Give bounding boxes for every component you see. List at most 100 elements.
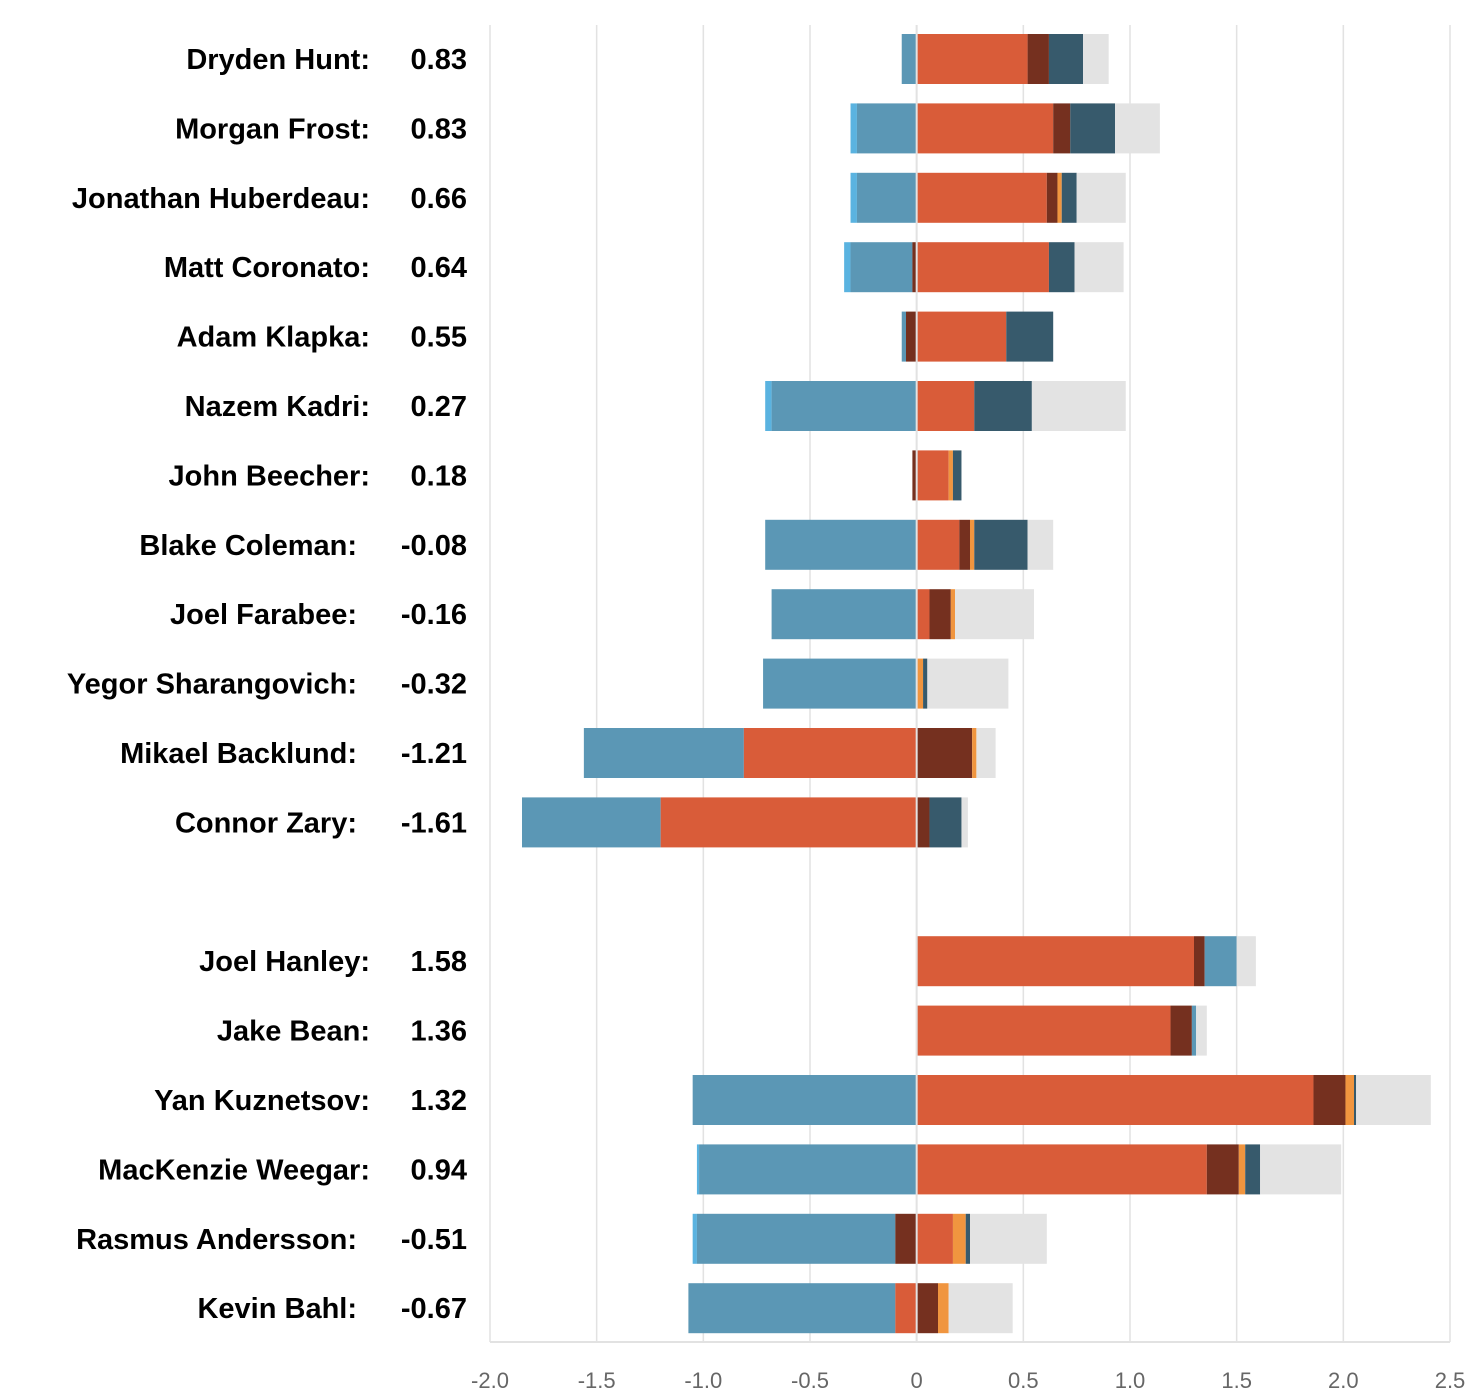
player-name: Dryden Hunt: bbox=[186, 44, 370, 76]
bar-segment-steel bbox=[696, 1213, 896, 1264]
bar-segment-lightorange bbox=[970, 519, 975, 570]
bar-segment-brown bbox=[916, 1283, 938, 1334]
player-value: -0.16 bbox=[401, 599, 467, 631]
bar-segment-brown bbox=[916, 797, 930, 848]
bar-segment-lightorange bbox=[916, 658, 924, 709]
bar-segment-brown bbox=[916, 728, 973, 778]
bar-segment-brown bbox=[912, 450, 917, 501]
x-tick-label: 1.0 bbox=[1115, 1368, 1146, 1393]
bar-segment-gray bbox=[1031, 381, 1126, 431]
x-tick-label: 1.5 bbox=[1221, 1368, 1252, 1393]
player-value: 1.36 bbox=[411, 1016, 467, 1048]
bar-segment-gray bbox=[1356, 1075, 1431, 1125]
bar-segment-slate bbox=[965, 1213, 970, 1264]
bar-segment-lightblue bbox=[850, 172, 857, 223]
bar-segment-steel bbox=[856, 172, 917, 223]
bar-segment-steel bbox=[583, 728, 744, 778]
bar-segment-brown bbox=[912, 242, 917, 293]
bar-segment-steel bbox=[699, 1144, 917, 1195]
bar-segment-lightblue bbox=[696, 1144, 700, 1195]
player-name: Joel Hanley: bbox=[199, 946, 370, 978]
player-name: Adam Klapka: bbox=[177, 322, 370, 354]
bar-segment-slate bbox=[1061, 172, 1077, 223]
bar-segment-steel bbox=[1204, 936, 1237, 987]
player-name: Nazem Kadri: bbox=[185, 391, 370, 423]
bar-segment-lightorange bbox=[1238, 1144, 1246, 1195]
bar-segment-slate bbox=[923, 658, 928, 709]
player-value: 0.27 bbox=[411, 391, 467, 423]
bar-segment-orange bbox=[916, 242, 1049, 293]
bar-segment-brown bbox=[1313, 1075, 1346, 1125]
bar-segment-slate bbox=[1048, 242, 1075, 293]
bar-segment-orange bbox=[660, 797, 917, 848]
bar-segment-steel bbox=[856, 103, 917, 154]
bar-segment-steel bbox=[1191, 1005, 1197, 1056]
x-tick-label: 2.5 bbox=[1435, 1368, 1466, 1393]
bar-segment-orange bbox=[916, 519, 960, 570]
x-tick-label: -1.5 bbox=[578, 1368, 616, 1393]
player-value: -0.51 bbox=[401, 1224, 467, 1256]
bar-segment-lightblue bbox=[844, 242, 851, 293]
bars bbox=[522, 25, 1431, 1342]
player-value: -0.32 bbox=[401, 669, 467, 701]
player-value: 0.18 bbox=[411, 460, 467, 492]
bar-segment-gray bbox=[976, 728, 996, 778]
player-value: 0.64 bbox=[411, 252, 467, 284]
bar-segment-slate bbox=[974, 519, 1028, 570]
bar-segment-lightorange bbox=[1345, 1075, 1354, 1125]
bar-segment-slate bbox=[1048, 34, 1084, 84]
bar-segment-brown bbox=[1206, 1144, 1239, 1195]
player-name: Kevin Bahl: bbox=[197, 1293, 357, 1325]
player-value: 0.83 bbox=[411, 44, 467, 76]
bar-segment-lightorange bbox=[1057, 172, 1062, 223]
bar-segment-orange bbox=[916, 381, 975, 431]
bar-segment-lightblue bbox=[692, 1213, 697, 1264]
bar-segment-slate bbox=[929, 797, 962, 848]
player-name: Jonathan Huberdeau: bbox=[72, 183, 370, 215]
bar-segment-orange bbox=[895, 1283, 917, 1334]
bar-segment-lightorange bbox=[952, 1213, 966, 1264]
player-name: Jake Bean: bbox=[217, 1016, 370, 1048]
bar-segment-brown bbox=[1053, 103, 1071, 154]
player-name: John Beecher: bbox=[169, 460, 370, 492]
bar-segment-steel bbox=[771, 381, 917, 431]
bar-segment-brown bbox=[959, 519, 970, 570]
bar-segment-orange bbox=[743, 728, 917, 778]
bar-segment-orange bbox=[916, 1213, 953, 1264]
bar-segment-steel bbox=[692, 1075, 917, 1125]
bar-segment-slate bbox=[1245, 1144, 1261, 1195]
player-value: 0.94 bbox=[411, 1154, 467, 1186]
bar-segment-gray bbox=[948, 1283, 1013, 1334]
bar-segment-gray bbox=[1076, 172, 1126, 223]
bar-segment-orange bbox=[916, 34, 1028, 84]
bar-segment-orange bbox=[916, 103, 1054, 154]
bar-segment-orange bbox=[916, 589, 930, 640]
bar-segment-steel bbox=[765, 519, 917, 570]
bar-segment-gray bbox=[1074, 242, 1124, 293]
x-tick-label: 0 bbox=[911, 1368, 923, 1393]
player-name: Connor Zary: bbox=[175, 807, 357, 839]
player-value: 1.32 bbox=[411, 1085, 467, 1117]
bar-segment-orange bbox=[916, 936, 1194, 987]
player-name: Mikael Backlund: bbox=[120, 738, 357, 770]
bar-segment-gray bbox=[961, 797, 968, 848]
bar-segment-lightorange bbox=[950, 589, 956, 640]
bar-segment-brown bbox=[906, 311, 917, 362]
bar-segment-slate bbox=[1006, 311, 1054, 362]
player-value: -1.21 bbox=[401, 738, 467, 770]
player-name: Morgan Frost: bbox=[175, 113, 370, 145]
bar-segment-orange bbox=[916, 1075, 1314, 1125]
x-tick-label: -1.0 bbox=[684, 1368, 722, 1393]
player-value: 0.66 bbox=[411, 183, 467, 215]
x-axis-ticks: -2.0 -1.5 -1.0 -0.5 0 0.5 1.0 1.5 2.0 2.5 bbox=[471, 1368, 1465, 1393]
player-name: Joel Farabee: bbox=[170, 599, 357, 631]
player-name: Rasmus Andersson: bbox=[76, 1224, 357, 1256]
bar-segment-gray bbox=[927, 658, 1009, 709]
player-name: Matt Coronato: bbox=[164, 252, 370, 284]
player-value: -0.08 bbox=[401, 530, 467, 562]
bar-segment-steel bbox=[901, 311, 906, 362]
bar-segment-steel bbox=[763, 658, 917, 709]
player-value: 1.58 bbox=[411, 946, 467, 978]
bar-segment-gray bbox=[1236, 936, 1256, 987]
bar-segment-lightblue bbox=[765, 381, 772, 431]
